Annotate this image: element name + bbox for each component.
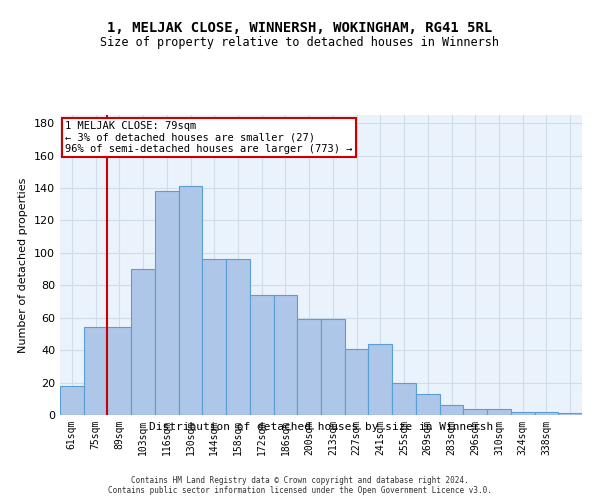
Bar <box>487 408 511 415</box>
Bar <box>131 269 155 415</box>
Text: Contains HM Land Registry data © Crown copyright and database right 2024.
Contai: Contains HM Land Registry data © Crown c… <box>108 476 492 495</box>
Bar <box>416 394 440 415</box>
Bar <box>535 412 558 415</box>
Text: 1, MELJAK CLOSE, WINNERSH, WOKINGHAM, RG41 5RL: 1, MELJAK CLOSE, WINNERSH, WOKINGHAM, RG… <box>107 20 493 34</box>
Bar <box>440 406 463 415</box>
Bar <box>463 408 487 415</box>
Bar <box>155 191 179 415</box>
Text: Distribution of detached houses by size in Winnersh: Distribution of detached houses by size … <box>149 422 493 432</box>
Bar <box>392 382 416 415</box>
Bar <box>274 295 297 415</box>
Text: Size of property relative to detached houses in Winnersh: Size of property relative to detached ho… <box>101 36 499 49</box>
Bar <box>368 344 392 415</box>
Text: 1 MELJAK CLOSE: 79sqm
← 3% of detached houses are smaller (27)
96% of semi-detac: 1 MELJAK CLOSE: 79sqm ← 3% of detached h… <box>65 121 353 154</box>
Bar <box>60 386 84 415</box>
Bar <box>202 260 226 415</box>
Bar <box>321 320 345 415</box>
Bar <box>84 328 107 415</box>
Bar <box>179 186 202 415</box>
Bar <box>511 412 535 415</box>
Bar <box>297 320 321 415</box>
Bar <box>250 295 274 415</box>
Bar <box>107 328 131 415</box>
Bar <box>558 414 582 415</box>
Y-axis label: Number of detached properties: Number of detached properties <box>19 178 28 352</box>
Bar <box>345 348 368 415</box>
Bar <box>226 260 250 415</box>
